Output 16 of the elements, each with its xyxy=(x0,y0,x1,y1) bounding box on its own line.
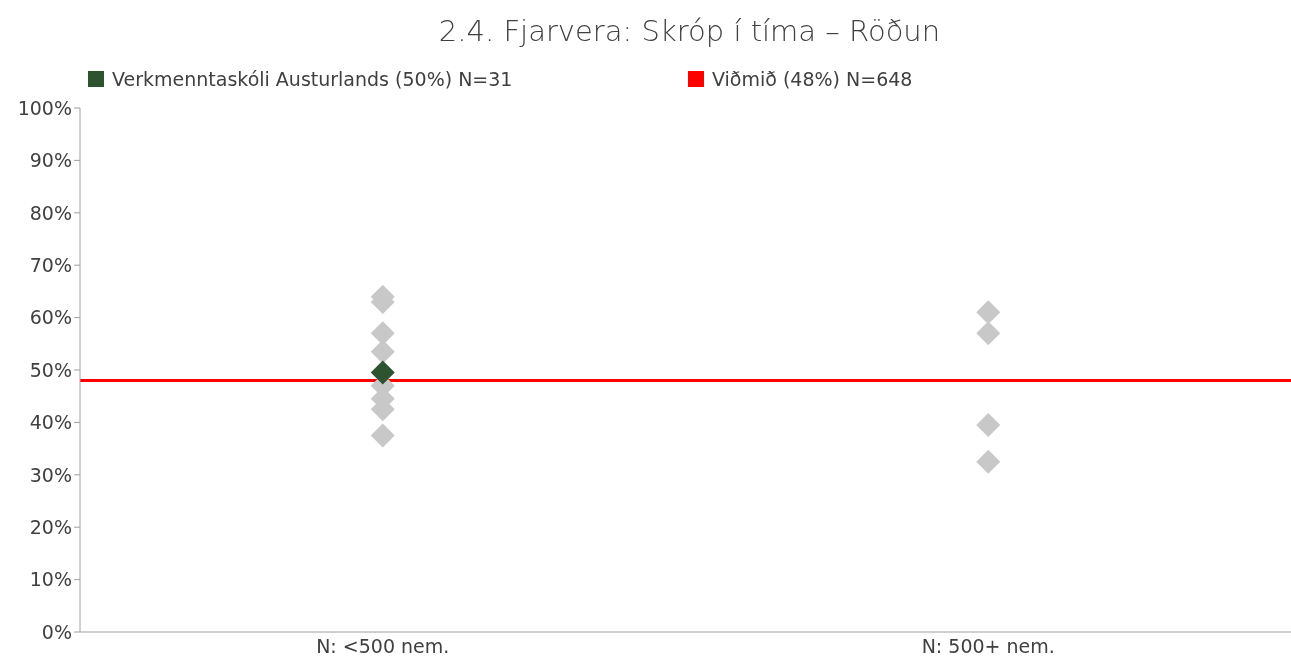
y-tick-label: 90% xyxy=(29,149,72,172)
y-tick-label: 60% xyxy=(29,306,72,329)
x-tick-label: N: 500+ nem. xyxy=(921,635,1055,658)
y-tick-label: 50% xyxy=(29,358,72,381)
legend-label: Verkmenntaskóli Austurlands (50%) N=31 xyxy=(112,68,513,90)
legend-label: Viðmið (48%) N=648 xyxy=(712,68,913,90)
y-tick-label: 80% xyxy=(29,201,72,224)
y-tick-label: 10% xyxy=(29,568,72,591)
x-tick-label: N: <500 nem. xyxy=(316,635,450,658)
y-tick-label: 40% xyxy=(29,411,72,434)
y-tick-label: 0% xyxy=(41,620,72,643)
y-tick-label: 30% xyxy=(29,463,72,486)
y-tick-label: 100% xyxy=(17,96,72,119)
chart-title: 2.4. Fjarvera: Skróp í tíma – Röðun xyxy=(437,13,942,50)
y-tick-label: 70% xyxy=(29,253,72,276)
y-tick-label: 20% xyxy=(29,515,72,538)
